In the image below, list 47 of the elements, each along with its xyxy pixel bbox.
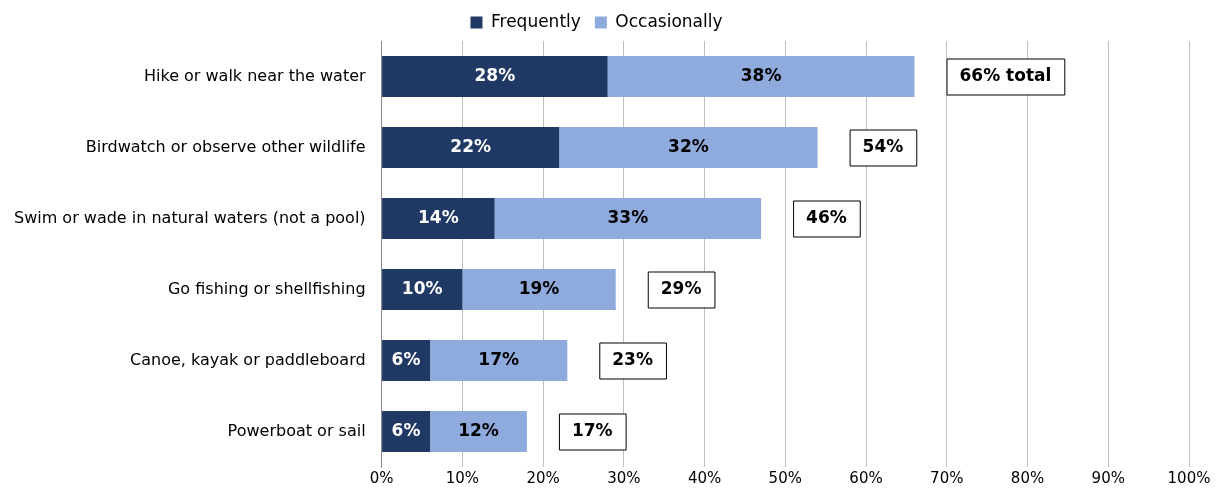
- legend-label: Frequently: [490, 10, 581, 31]
- data-label: 19%: [518, 277, 560, 298]
- y-tick-label: Birdwatch or observe other wildlife: [85, 136, 366, 156]
- total-label: 54%: [862, 135, 904, 156]
- bar: [382, 268, 463, 311]
- data-label: 38%: [740, 64, 782, 85]
- data-label: 28%: [474, 64, 516, 85]
- y-tick-label: Swim or wade in natural waters (not a pool): [13, 207, 366, 227]
- y-tick-label: Go fishing or shellfishing: [167, 278, 366, 298]
- total-label: 29%: [660, 277, 702, 298]
- data-label: 12%: [458, 419, 499, 440]
- total-label: 17%: [571, 419, 613, 440]
- x-tick-label: 0%: [369, 468, 394, 487]
- bar: [430, 339, 568, 382]
- data-label: 22%: [450, 135, 491, 156]
- total-label: 23%: [612, 348, 653, 369]
- data-label: 6%: [391, 348, 421, 369]
- x-tick-label: 80%: [1010, 468, 1045, 487]
- x-tick-label: 30%: [607, 468, 641, 487]
- x-tick-label: 60%: [849, 468, 883, 487]
- data-label: 33%: [607, 206, 649, 227]
- y-tick-label: Hike or walk near the water: [143, 65, 367, 85]
- bar: [382, 126, 560, 169]
- data-label: 17%: [478, 348, 520, 369]
- total-label: 66% total: [959, 64, 1052, 85]
- x-tick-label: 70%: [930, 468, 964, 487]
- y-tick-label: Canoe, kayak or paddleboard: [130, 349, 366, 369]
- x-tick-label: 50%: [768, 468, 802, 487]
- bar: [462, 268, 616, 311]
- x-tick-label: 90%: [1091, 468, 1125, 487]
- data-label: 14%: [418, 206, 459, 227]
- y-tick-label: Powerboat or sail: [227, 420, 366, 440]
- data-label: 6%: [391, 419, 421, 440]
- data-label: 10%: [401, 277, 443, 298]
- x-tick-label: 40%: [687, 468, 722, 487]
- legend-label: Occasionally: [615, 10, 723, 31]
- bar: [607, 55, 915, 98]
- bar: [559, 126, 818, 169]
- total-label: 46%: [806, 206, 847, 227]
- bar: [382, 197, 495, 240]
- data-label: 32%: [668, 135, 709, 156]
- bar: [494, 197, 762, 240]
- x-tick-label: 100%: [1167, 468, 1211, 487]
- bar: [382, 55, 608, 98]
- x-tick-label: 10%: [445, 468, 479, 487]
- bar: [430, 410, 527, 453]
- x-tick-label: 20%: [526, 468, 560, 487]
